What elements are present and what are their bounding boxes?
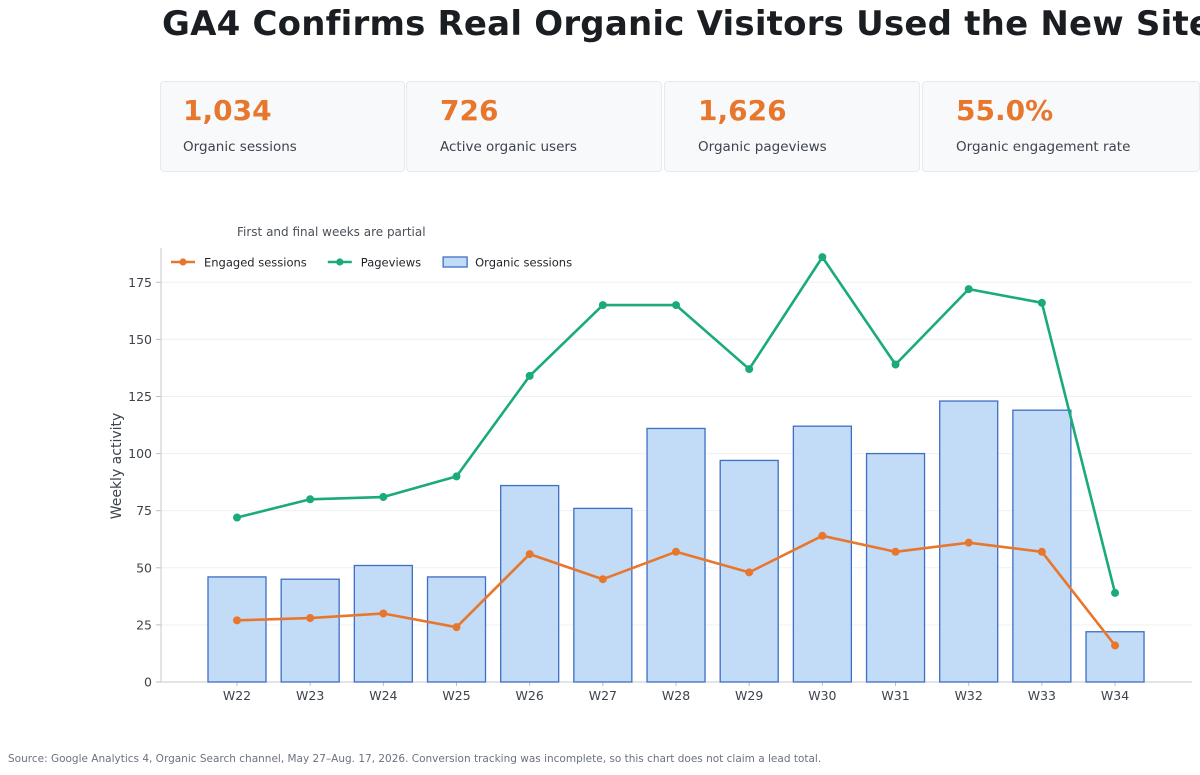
- kpi-card-pageviews: 1,626 Organic pageviews: [664, 81, 920, 172]
- x-tick-label: W23: [296, 688, 324, 703]
- point-pageviews: [233, 513, 241, 522]
- bar-organic-sessions: [353, 564, 413, 683]
- bars: [207, 400, 1145, 683]
- point-pageviews: [598, 301, 607, 310]
- kpi-value: 1,626: [698, 94, 787, 127]
- kpi-value: 55.0%: [956, 94, 1054, 127]
- x-tick-label: W30: [808, 688, 836, 703]
- point-pageviews: [964, 285, 973, 294]
- point-engaged-sessions: [964, 538, 973, 547]
- legend-marker-pageviews: [336, 258, 344, 266]
- point-engaged-sessions: [672, 547, 681, 556]
- y-tick-label: 125: [128, 389, 152, 404]
- kpi-card-users: 726 Active organic users: [406, 81, 662, 172]
- point-engaged-sessions: [891, 547, 900, 556]
- bar-organic-sessions: [1085, 631, 1145, 683]
- source-note: Source: Google Analytics 4, Organic Sear…: [8, 753, 822, 765]
- weekly-activity-chart: 0 25 50 75 100 125 150 175 W22 W23 W24 W25 W26 W27 W28…: [109, 225, 1192, 703]
- point-engaged-sessions: [306, 614, 315, 623]
- y-axis-label: Weekly activity: [109, 413, 125, 520]
- point-pageviews: [1037, 298, 1046, 307]
- point-engaged-sessions: [1037, 547, 1046, 556]
- point-engaged-sessions: [379, 609, 388, 618]
- bar-organic-sessions: [865, 452, 926, 683]
- bar-organic-sessions: [573, 507, 633, 683]
- point-pageviews: [891, 360, 900, 369]
- point-engaged-sessions: [525, 550, 534, 559]
- x-tick-label: W27: [589, 688, 617, 703]
- point-engaged-sessions: [452, 623, 461, 632]
- x-tick-label: W33: [1028, 688, 1056, 703]
- point-pageviews: [672, 301, 681, 310]
- chart-subtitle: First and final weeks are partial: [237, 225, 426, 239]
- legend-marker-engaged-sessions: [179, 258, 187, 266]
- x-tick-label: W32: [955, 688, 983, 703]
- point-pageviews: [452, 472, 461, 481]
- bar-organic-sessions: [1012, 409, 1072, 683]
- page-title: GA4 Confirms Real Organic Visitors Used …: [162, 4, 1200, 44]
- bar-organic-sessions: [207, 576, 267, 683]
- y-tick-label: 25: [136, 617, 152, 632]
- x-tick-label: W25: [442, 688, 470, 703]
- kpi-label: Active organic users: [440, 139, 577, 155]
- x-tick-label: W34: [1101, 688, 1129, 703]
- kpi-row: 1,034 Organic sessions 726 Active organi…: [160, 81, 1200, 174]
- axis-labels: 0 25 50 75 100 125 150 175 W22 W23 W24 W25 W26 W27 W28…: [128, 275, 1129, 703]
- point-pageviews: [525, 371, 534, 380]
- legend-label-engaged-sessions: Engaged sessions: [204, 255, 307, 269]
- x-tick-label: W31: [881, 688, 909, 703]
- x-tick-label: W29: [735, 688, 763, 703]
- kpi-card-engagement: 55.0% Organic engagement rate: [922, 81, 1200, 172]
- x-tick-label: W26: [516, 688, 544, 703]
- kpi-label: Organic pageviews: [698, 139, 827, 155]
- point-pageviews: [745, 365, 754, 374]
- point-engaged-sessions: [745, 568, 754, 577]
- y-tick-label: 150: [128, 332, 152, 347]
- point-engaged-sessions: [818, 531, 827, 540]
- legend-label-organic-sessions: Organic sessions: [475, 255, 572, 269]
- point-pageviews: [1111, 588, 1120, 597]
- kpi-card-sessions: 1,034 Organic sessions: [160, 81, 405, 172]
- bar-organic-sessions: [500, 484, 560, 683]
- point-pageviews: [306, 495, 315, 504]
- kpi-value: 726: [440, 94, 499, 127]
- bar-organic-sessions: [792, 425, 853, 683]
- y-tick-label: 50: [136, 560, 152, 575]
- legend-label-pageviews: Pageviews: [361, 255, 421, 269]
- bar-organic-sessions: [280, 578, 340, 683]
- lines: [233, 253, 1120, 650]
- legend: Engaged sessions Pageviews Organic session…: [171, 255, 572, 269]
- point-pageviews: [818, 253, 827, 262]
- point-pageviews: [379, 492, 388, 501]
- kpi-value: 1,034: [183, 94, 272, 127]
- y-tick-label: 175: [128, 275, 152, 290]
- kpi-label: Organic engagement rate: [956, 139, 1131, 155]
- x-tick-label: W22: [223, 688, 251, 703]
- x-tick-label: W28: [662, 688, 690, 703]
- point-engaged-sessions: [233, 616, 241, 625]
- point-engaged-sessions: [1111, 641, 1120, 650]
- kpi-label: Organic sessions: [183, 139, 297, 155]
- y-tick-label: 75: [136, 503, 152, 518]
- y-tick-label: 100: [128, 446, 152, 461]
- y-tick-label: 0: [144, 675, 152, 690]
- point-engaged-sessions: [598, 575, 607, 584]
- x-tick-label: W24: [369, 688, 397, 703]
- legend-swatch-organic-sessions: [442, 256, 468, 268]
